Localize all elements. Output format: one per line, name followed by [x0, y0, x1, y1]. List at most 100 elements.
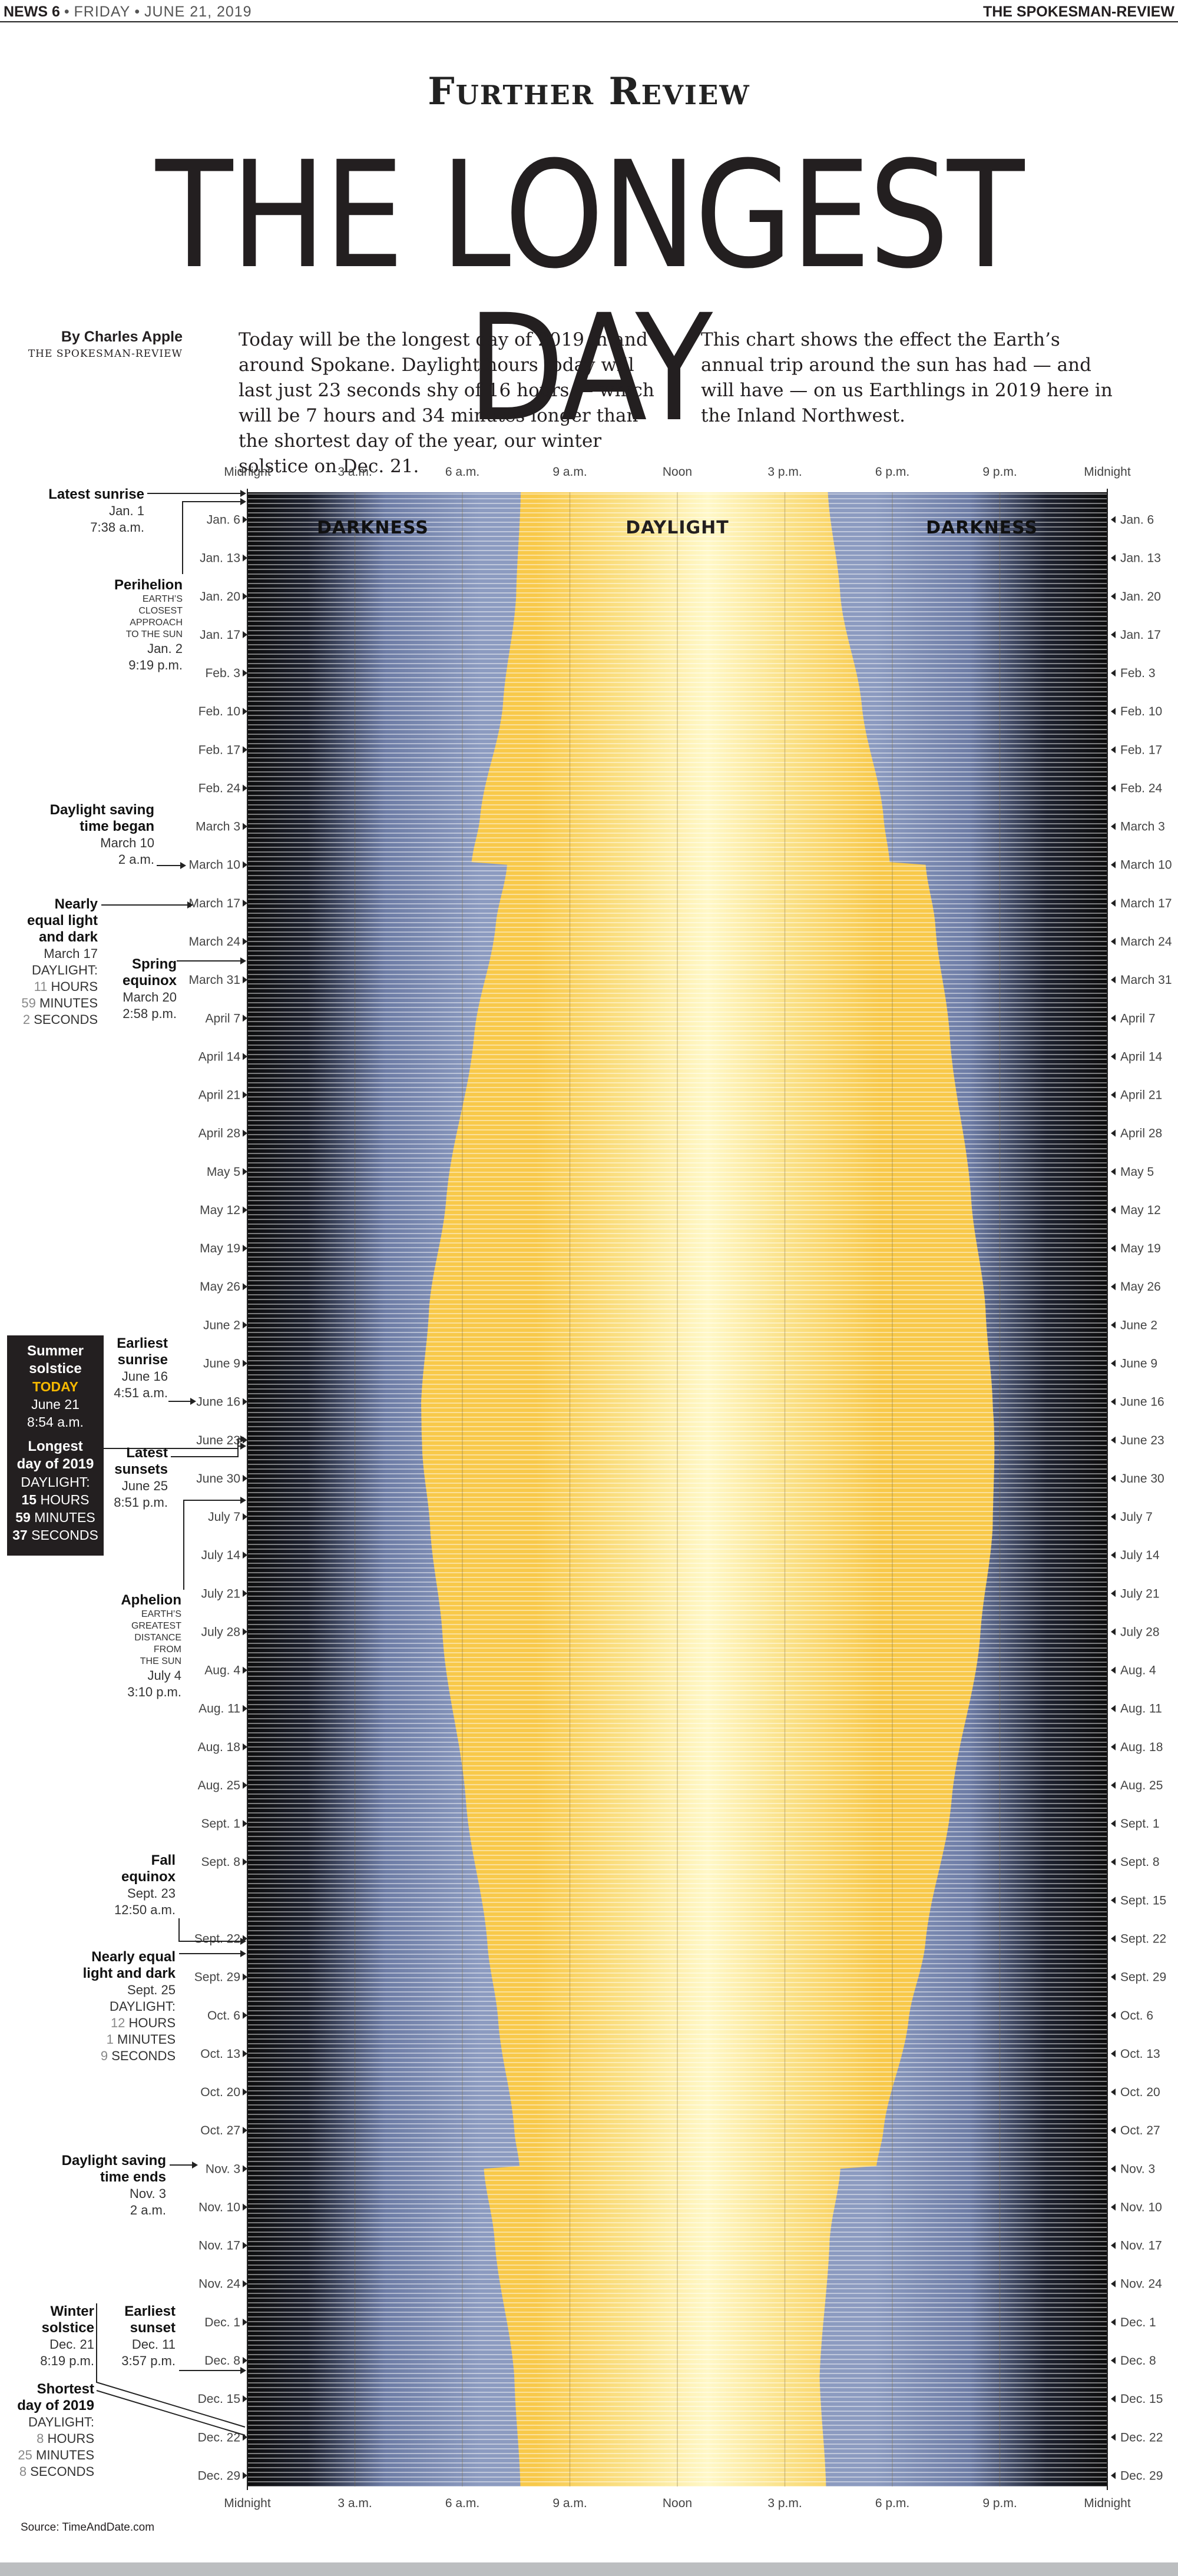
anno-sub: EARTH’S	[142, 594, 183, 604]
anno-line: March 17	[44, 946, 98, 961]
date-label-left: Sept. 8	[201, 1855, 240, 1869]
anno-title: Earliest	[124, 2303, 176, 2319]
date-tick-left	[243, 2242, 247, 2249]
date-tick-right	[1111, 554, 1116, 562]
anno-sub: EARTH’S	[141, 1609, 181, 1619]
date-label-right: Aug. 11	[1120, 1702, 1162, 1716]
date-label-left: Dec. 29	[198, 2469, 240, 2482]
date-label-left: Aug. 18	[198, 1740, 240, 1754]
date-label-left: Jan. 13	[200, 552, 240, 565]
anno-winter-solstice: Winter solstice Dec. 21 8:19 p.m.	[0, 2303, 94, 2369]
date-tick-left	[243, 1590, 247, 1597]
date-tick-right	[1111, 746, 1116, 754]
date-label-left: Feb. 3	[205, 667, 240, 680]
intro-paragraph-2: This chart shows the effect the Earth’s …	[701, 329, 1113, 426]
issue-date: JUNE 21, 2019	[144, 4, 252, 20]
date-tick-left	[243, 2280, 247, 2287]
date-label-left: Jan. 17	[200, 628, 240, 642]
date-tick-left	[243, 1666, 247, 1674]
date-label-right: Dec. 15	[1120, 2392, 1163, 2406]
date-label-right: Oct. 27	[1120, 2124, 1160, 2137]
date-tick-right	[1111, 516, 1116, 523]
date-tick-left	[243, 1705, 247, 1712]
date-tick-right	[1111, 1781, 1116, 1789]
date-label-left: Dec. 8	[204, 2354, 240, 2368]
anno-value: 1 MINUTES	[0, 2031, 176, 2048]
anno-title: equinox	[122, 973, 177, 989]
date-tick-left	[243, 1858, 247, 1866]
anno-value: 9 SECONDS	[0, 2048, 176, 2064]
anno-value: 25 MINUTES	[0, 2447, 94, 2464]
date-label-right: Jan. 13	[1120, 552, 1161, 565]
box-title: Summer	[27, 1343, 84, 1359]
date-tick-left	[243, 2050, 247, 2057]
date-label-right: Oct. 6	[1120, 2009, 1153, 2023]
x-tick-label-top: Noon	[663, 465, 692, 479]
date-tick-right	[1111, 861, 1116, 868]
date-label-left: Jan. 6	[207, 513, 240, 527]
date-label-left: Sept. 29	[194, 1971, 240, 1984]
leader-aphelion	[183, 1500, 241, 1590]
intro-paragraph-1: Today will be the longest day of 2019 in…	[239, 329, 654, 477]
anno-line: 12:50 a.m.	[114, 1902, 176, 1917]
date-label-right: March 17	[1120, 897, 1172, 910]
date-label-right: Nov. 10	[1120, 2200, 1162, 2214]
date-label-right: April 7	[1120, 1012, 1156, 1025]
date-label-right: Feb. 24	[1120, 781, 1163, 795]
date-tick-left	[243, 976, 247, 984]
x-tick-label-top: 3 p.m.	[767, 465, 802, 479]
date-tick-left	[243, 1091, 247, 1099]
zone-label-darkness: DARKNESS	[926, 518, 1038, 538]
anno-line: 8:51 p.m.	[114, 1495, 168, 1510]
box-title: day of 2019	[16, 1456, 94, 1472]
date-label-left: Oct. 20	[200, 2086, 240, 2099]
date-tick-right	[1111, 1436, 1116, 1444]
date-label-right: Nov. 17	[1120, 2239, 1162, 2253]
separator: •	[134, 4, 141, 20]
leader-summer-solstice	[104, 1438, 241, 1449]
date-tick-left	[243, 2356, 247, 2364]
date-tick-right	[1111, 2356, 1116, 2364]
anno-equal-sept: Nearly equal light and dark Sept. 25 DAY…	[0, 1949, 176, 2064]
date-tick-right	[1111, 1513, 1116, 1521]
minutes-unit: MINUTES	[36, 2448, 94, 2462]
date-label-right: Oct. 13	[1120, 2047, 1160, 2061]
date-label-right: June 2	[1120, 1318, 1157, 1332]
date-label-right: Sept. 8	[1120, 1855, 1160, 1869]
anno-title: Winter	[50, 2303, 94, 2319]
anno-sub: TO THE SUN	[125, 629, 183, 639]
date-label-right: March 3	[1120, 820, 1165, 834]
anno-equal-march: Nearly equal light and dark March 17 DAY…	[0, 896, 98, 1028]
date-label-right: Sept. 22	[1120, 1932, 1166, 1946]
date-tick-left	[243, 784, 247, 792]
seconds-unit: SECONDS	[30, 2464, 94, 2479]
author-name: By Charles Apple	[61, 329, 183, 345]
date-label-right: Dec. 29	[1120, 2469, 1163, 2482]
seconds-value: 2	[22, 1012, 31, 1027]
date-label-right: Feb. 17	[1120, 743, 1162, 757]
date-label-right: April 28	[1120, 1127, 1162, 1141]
minutes-unit: MINUTES	[117, 2032, 176, 2047]
date-label-left: Feb. 10	[198, 705, 240, 718]
date-label-left: Nov. 3	[206, 2162, 240, 2176]
anno-line: July 4	[147, 1668, 181, 1683]
date-label-right: April 21	[1120, 1089, 1162, 1102]
leader-dst-ends-arrow	[192, 2161, 198, 2169]
anno-aphelion: Aphelion EARTH’S GREATEST DISTANCE FROM …	[0, 1592, 181, 1700]
anno-line: 3:10 p.m.	[127, 1685, 181, 1699]
date-label-left: April 21	[198, 1089, 240, 1102]
date-label-left: June 23	[196, 1434, 240, 1447]
page-title: THE LONGEST DAY	[155, 130, 1024, 454]
date-tick-left	[243, 1551, 247, 1559]
anno-sub: THE SUN	[140, 1656, 181, 1666]
anno-sub: CLOSEST	[138, 606, 183, 616]
date-tick-left	[243, 2127, 247, 2134]
anno-line: 2 a.m.	[130, 2203, 166, 2217]
x-axis-top: Midnight 3 a.m. 6 a.m. 9 a.m. Noon 3 p.m. 6 p.…	[224, 465, 1131, 479]
box-label: DAYLIGHT:	[21, 1474, 90, 1490]
leader-aphelion-arrow	[240, 1497, 246, 1504]
x-tick-label-top: 6 p.m.	[875, 465, 909, 479]
x-tick-label-bottom: 3 a.m.	[337, 2497, 372, 2510]
section-name: NEWS	[4, 4, 48, 20]
date-tick-right	[1111, 1091, 1116, 1099]
